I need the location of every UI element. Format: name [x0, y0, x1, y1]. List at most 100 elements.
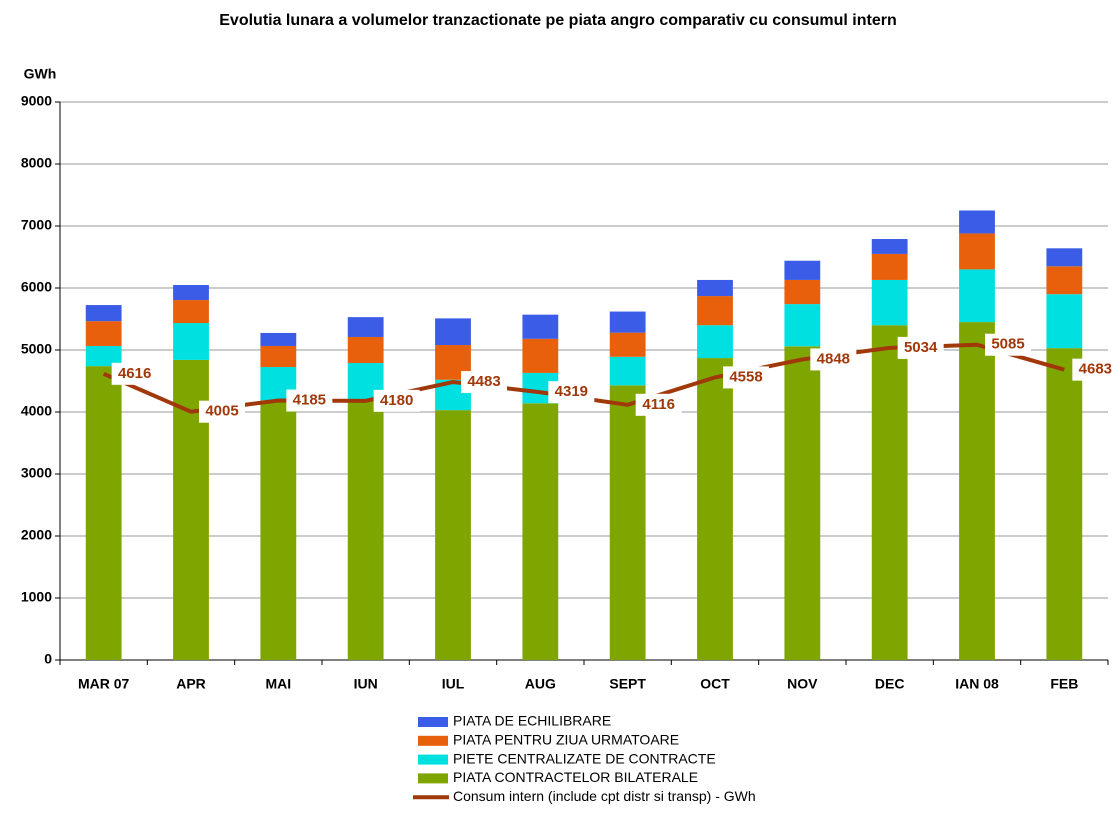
legend-label: PIATA CONTRACTELOR BILATERALE — [453, 769, 698, 785]
bar-segment — [609, 356, 646, 386]
bar-segment — [1046, 248, 1083, 267]
bar-segment — [347, 336, 384, 364]
chart-title: Evolutia lunara a volumelor tranzactiona… — [219, 12, 897, 29]
y-tick-label: 6000 — [21, 279, 52, 295]
x-tick-label: APR — [176, 676, 206, 692]
bar-segment — [697, 358, 733, 660]
y-tick-label: 8000 — [21, 155, 52, 171]
bar-segment — [959, 210, 995, 234]
data-label-box — [635, 393, 682, 416]
bar-segment — [697, 279, 733, 297]
x-tick-label: DEC — [875, 676, 905, 692]
bar-segment — [347, 317, 384, 337]
y-tick-label: 1000 — [21, 589, 52, 605]
data-label: 5034 — [904, 339, 938, 356]
bar-segment — [609, 332, 646, 357]
bar-segment — [784, 304, 821, 347]
data-label: 4319 — [555, 383, 588, 400]
data-label: 4683 — [1079, 361, 1112, 378]
bar-segment — [260, 345, 297, 368]
bar-segment — [1046, 348, 1083, 660]
data-label: 4616 — [118, 365, 151, 382]
bar-segment — [522, 314, 559, 339]
legend-label: PIATA PENTRU ZIUA URMATOARE — [453, 732, 679, 748]
bar-segment — [173, 285, 209, 301]
data-label: 4180 — [380, 392, 413, 409]
bar-segment — [347, 400, 384, 660]
data-label-box — [373, 389, 420, 412]
data-label-box — [723, 366, 769, 389]
bar-segment — [1046, 294, 1083, 349]
legend-swatch — [418, 754, 448, 765]
x-tick-label: NOV — [787, 676, 818, 692]
x-tick-label: IUN — [354, 676, 378, 692]
bar-segment — [959, 322, 995, 660]
bar-segment — [173, 323, 209, 360]
bar-segment — [784, 260, 821, 280]
data-label-box — [985, 333, 1031, 356]
y-axis-label: GWh — [24, 66, 57, 82]
bar-segment — [85, 321, 122, 346]
legend-label: PIATA DE ECHILIBRARE — [453, 713, 611, 729]
data-label-box — [548, 381, 595, 404]
legend-swatch — [418, 717, 448, 727]
bar-segment — [871, 325, 908, 660]
data-label-box — [810, 348, 857, 371]
y-tick-label: 4000 — [21, 403, 52, 419]
bar-segment — [697, 296, 733, 326]
x-tick-label: IUL — [442, 676, 465, 692]
bar-segment — [871, 253, 908, 280]
data-label-box — [111, 362, 158, 385]
x-tick-label: MAR 07 — [78, 676, 130, 692]
x-tick-label: OCT — [700, 676, 730, 692]
legend-label: Consum intern (include cpt distr si tran… — [453, 788, 756, 804]
bar-segment — [522, 338, 559, 373]
y-tick-label: 3000 — [21, 465, 52, 481]
legend-swatch — [418, 773, 448, 784]
data-label: 4558 — [729, 368, 762, 385]
bar-segment — [959, 269, 995, 323]
legend-swatch — [418, 735, 448, 746]
data-label: 4116 — [642, 396, 675, 413]
bar-segment — [85, 305, 122, 322]
x-tick-label: IAN 08 — [955, 676, 999, 692]
bar-segment — [1046, 266, 1083, 295]
bar-segment — [609, 311, 646, 333]
data-label-box — [199, 400, 245, 423]
x-tick-label: MAI — [265, 676, 291, 692]
y-tick-label: 5000 — [21, 341, 52, 357]
data-label-box — [461, 371, 507, 394]
bar-segment — [260, 400, 297, 660]
x-tick-label: SEPT — [609, 676, 646, 692]
bar-segment — [871, 239, 908, 254]
y-tick-label: 7000 — [21, 217, 52, 233]
y-tick-label: 2000 — [21, 527, 52, 543]
bar-segment — [697, 325, 733, 359]
y-tick-label: 9000 — [21, 93, 52, 109]
legend-label: PIETE CENTRALIZATE DE CONTRACTE — [453, 750, 716, 766]
bar-segment — [784, 346, 821, 660]
bar-segment — [85, 366, 122, 660]
bar-segment — [784, 279, 821, 305]
bar-segment — [959, 233, 995, 270]
bar-segment — [871, 279, 908, 326]
data-label-box — [1072, 358, 1117, 381]
data-label: 4483 — [467, 373, 500, 390]
bar-segment — [173, 300, 209, 324]
data-label-box — [897, 336, 944, 359]
y-tick-label: 0 — [44, 651, 52, 667]
data-label-box — [286, 389, 333, 412]
x-tick-label: AUG — [525, 676, 556, 692]
data-label: 4185 — [293, 391, 326, 408]
data-label: 5085 — [991, 336, 1024, 353]
data-label: 4848 — [817, 350, 850, 367]
bar-segment — [435, 410, 471, 660]
bar-segment — [435, 318, 471, 346]
data-label: 4005 — [205, 403, 238, 420]
bar-segment — [522, 403, 559, 660]
bar-segment — [609, 385, 646, 660]
x-tick-label: FEB — [1050, 676, 1078, 692]
bar-segment — [260, 332, 297, 346]
bar-segment — [85, 345, 122, 367]
